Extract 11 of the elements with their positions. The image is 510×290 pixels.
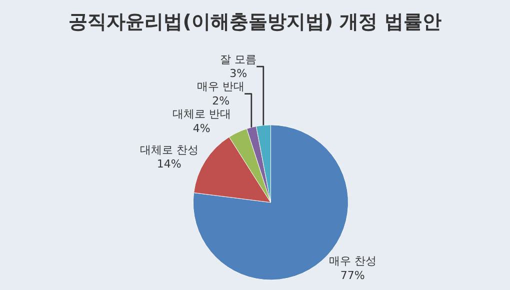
slice-label: 대체로 반대 bbox=[172, 107, 231, 120]
data-label: 14% bbox=[156, 158, 182, 171]
slice-label: 잘 모름 bbox=[220, 52, 257, 66]
slice-label: 매우 찬성 bbox=[328, 254, 376, 268]
data-label: 3% bbox=[230, 67, 248, 80]
chart-title: 공직자윤리법(이해충돌방지법) 개정 법률안 bbox=[68, 10, 442, 33]
data-label: 2% bbox=[212, 94, 230, 108]
slice-label: 대체로 찬성 bbox=[140, 143, 198, 156]
data-label: 4% bbox=[192, 122, 210, 135]
data-label: 77% bbox=[340, 268, 365, 282]
slice-label: 매우 반대 bbox=[197, 80, 245, 94]
